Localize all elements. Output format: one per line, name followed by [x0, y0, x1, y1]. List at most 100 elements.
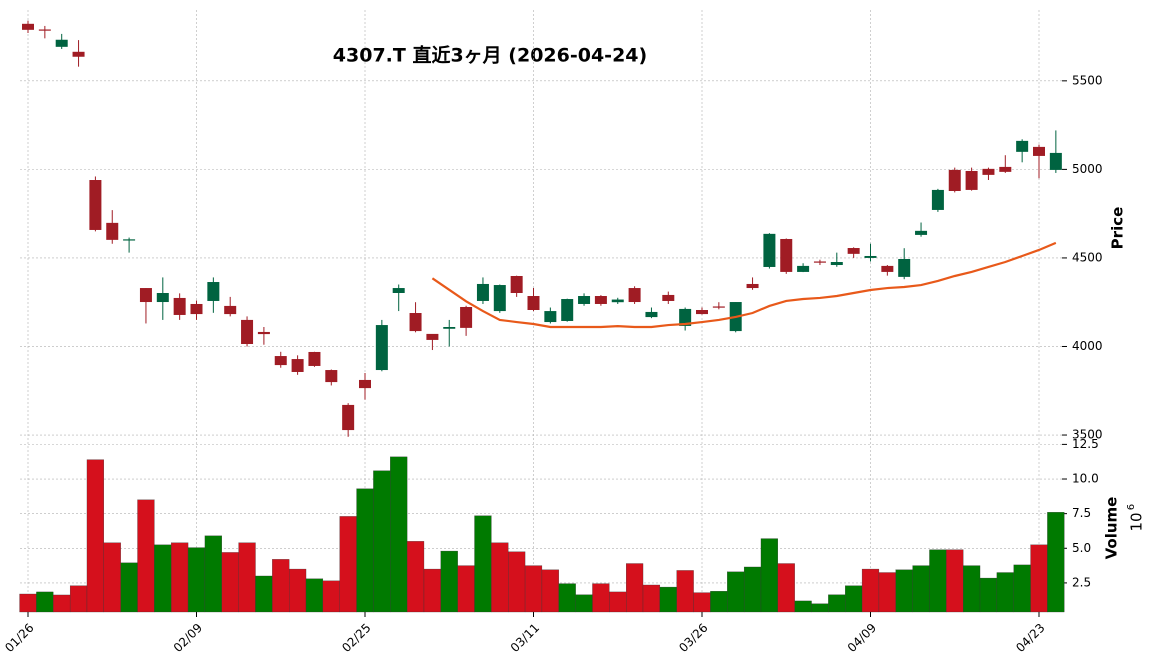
candle-body [982, 168, 995, 175]
candle-body [241, 319, 254, 345]
candle-body [712, 306, 725, 308]
candle-body [257, 331, 270, 335]
candle-body [342, 404, 355, 431]
chart-title: 4307.T 直近3ヶ月 (2026-04-24) [333, 44, 647, 67]
volume-bar [103, 542, 121, 613]
candle-body [1049, 152, 1062, 170]
volume-bar [693, 592, 711, 613]
volume-bar [895, 569, 913, 613]
candle-body [915, 230, 928, 235]
volume-bar [963, 565, 981, 613]
volume-bar [1030, 544, 1048, 613]
y2-offset-exp: 6 [1126, 504, 1137, 510]
y2-tick-label: 5.0 [1072, 541, 1091, 555]
volume-bar [305, 578, 324, 613]
volume-bar [811, 603, 829, 613]
volume-bar [979, 577, 998, 613]
y-tick-label: 4500 [1072, 250, 1103, 264]
volume-bar [373, 470, 391, 613]
volume-bar [1047, 512, 1065, 613]
candle-body [308, 351, 321, 366]
volume-bar [575, 594, 593, 613]
volume-bar [69, 585, 88, 613]
candle-body [325, 370, 338, 383]
candle-body [224, 305, 237, 315]
candle-body [510, 275, 523, 293]
x-tick-label: 03/26 [676, 621, 710, 655]
volume-bar [760, 538, 778, 613]
volume-bar [794, 600, 812, 613]
candle-body [830, 262, 843, 266]
volume-bar [659, 586, 677, 613]
candle-body [965, 170, 978, 190]
y2-tick-label: 10.0 [1072, 472, 1099, 486]
candle-body [274, 356, 287, 366]
candle-body [881, 265, 894, 272]
volume-bar [86, 459, 104, 613]
candle-body [561, 299, 574, 321]
candle-body [139, 288, 152, 303]
candle-body [948, 169, 961, 191]
volume-bar [457, 565, 475, 613]
volume-bar [491, 542, 509, 613]
candle-body [780, 238, 793, 272]
volume-bar [845, 585, 863, 613]
candle-body [22, 23, 34, 30]
candle-body [931, 189, 944, 210]
candle-body [460, 306, 473, 328]
volume-bar [743, 566, 762, 613]
volume-bar [996, 572, 1014, 613]
volume-bar [626, 563, 644, 613]
volume-bar [676, 570, 694, 613]
candle-body [89, 180, 102, 230]
candle-body [628, 288, 641, 303]
volume-bar [289, 568, 307, 613]
candle-body [594, 296, 607, 304]
candle-body [106, 222, 119, 240]
y-axis-label: Price [1109, 207, 1127, 250]
volume-bar [474, 515, 492, 613]
y2-tick-label: 2.5 [1072, 575, 1091, 589]
candle-body [72, 51, 85, 57]
volume-bar [878, 572, 896, 613]
volume-bar [642, 584, 661, 613]
volume-bar [406, 541, 425, 613]
candle-body [291, 359, 304, 372]
x-tick-label: 03/11 [508, 621, 542, 655]
volume-bar [558, 583, 576, 613]
candle-body [611, 299, 624, 303]
y-tick-label: 5000 [1072, 162, 1103, 176]
x-tick-label: 04/09 [845, 621, 879, 655]
candle-body [476, 283, 489, 301]
volume-bar [592, 583, 610, 613]
x-tick-label: 02/25 [339, 621, 373, 655]
volume-bar [238, 542, 256, 613]
candle-body [1016, 140, 1029, 152]
y-tick-label: 5500 [1072, 73, 1103, 87]
volume-bar [912, 565, 930, 613]
candle-body [578, 296, 591, 304]
volume-bar [171, 542, 189, 613]
candle-body [190, 303, 203, 315]
volume-bar [710, 591, 728, 613]
volume-bar [508, 551, 526, 613]
candle-body [696, 310, 708, 315]
candle-body [527, 296, 540, 311]
candle-body [763, 233, 776, 267]
volume-bar [356, 488, 374, 613]
volume-bar [187, 547, 206, 613]
volume-bar [929, 549, 947, 613]
candle-body [426, 333, 439, 340]
candle-body [1033, 146, 1045, 156]
candle-body [645, 311, 658, 318]
candle-body [746, 283, 759, 289]
candle-body [813, 261, 826, 263]
candle-body [679, 308, 692, 326]
candle-body [392, 288, 405, 293]
volume-bar [137, 499, 155, 613]
candle-body [864, 255, 877, 258]
candle-body [443, 327, 456, 329]
candle-body [55, 39, 68, 47]
candle-body [359, 379, 371, 389]
candle-body [409, 313, 422, 332]
